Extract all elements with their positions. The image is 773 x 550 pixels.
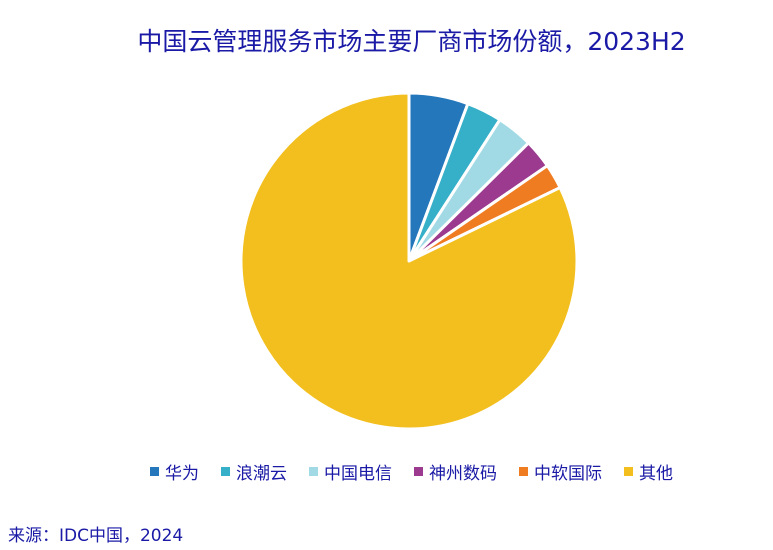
legend-item: 中国电信 — [309, 459, 392, 484]
legend-swatch — [150, 467, 159, 476]
legend-label: 中国电信 — [324, 464, 392, 484]
source-note: 来源：IDC中国，2024 — [8, 526, 184, 546]
legend-swatch — [624, 467, 633, 476]
legend: 华为 浪潮云 中国电信 神州数码 中软国际 其他 — [0, 459, 773, 484]
pie-slice-5 — [239, 91, 579, 431]
legend-swatch — [309, 467, 318, 476]
legend-label: 其他 — [639, 464, 673, 484]
legend-item: 其他 — [624, 459, 673, 484]
legend-label: 浪潮云 — [236, 464, 287, 484]
legend-swatch — [414, 467, 423, 476]
legend-swatch — [519, 467, 528, 476]
legend-label: 中软国际 — [534, 464, 602, 484]
legend-item: 神州数码 — [414, 459, 497, 484]
legend-label: 华为 — [165, 464, 199, 484]
legend-item: 浪潮云 — [221, 459, 287, 484]
legend-item: 中软国际 — [519, 459, 602, 484]
legend-item: 华为 — [150, 459, 199, 484]
chart-title: 中国云管理服务市场主要厂商市场份额，2023H2 — [137, 27, 686, 56]
legend-swatch — [221, 467, 230, 476]
legend-label: 神州数码 — [429, 464, 497, 484]
